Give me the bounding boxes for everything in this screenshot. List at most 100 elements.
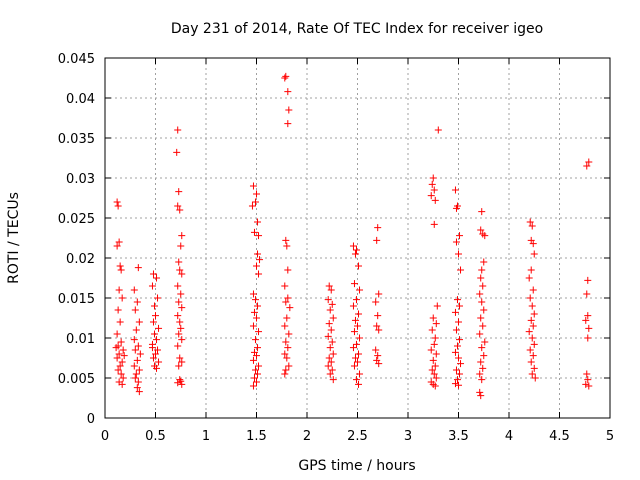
data-point xyxy=(119,374,127,382)
data-point xyxy=(117,266,125,274)
x-axis-label: GPS time / hours xyxy=(298,458,415,474)
data-point xyxy=(526,346,534,354)
data-point xyxy=(525,274,533,282)
data-point xyxy=(430,370,438,378)
data-point xyxy=(249,290,257,298)
data-point xyxy=(354,358,361,366)
data-point xyxy=(478,266,486,274)
data-point xyxy=(148,282,156,290)
x-tick-label: 0 xyxy=(101,429,109,444)
data-point xyxy=(457,360,465,368)
data-point xyxy=(451,308,459,316)
data-point xyxy=(431,334,439,342)
data-point xyxy=(117,338,125,346)
data-point xyxy=(350,280,358,288)
data-point xyxy=(175,258,183,266)
data-point xyxy=(478,298,486,306)
data-point xyxy=(476,370,484,378)
data-point xyxy=(175,330,183,338)
data-point xyxy=(134,378,142,386)
data-point xyxy=(149,318,157,326)
data-point xyxy=(133,384,141,392)
data-point xyxy=(283,354,291,362)
data-point xyxy=(351,354,359,362)
data-point xyxy=(113,198,121,206)
data-point xyxy=(428,366,436,374)
data-point xyxy=(155,324,163,332)
data-point xyxy=(329,314,337,322)
data-point xyxy=(429,174,437,182)
data-point xyxy=(428,326,436,334)
data-point xyxy=(582,380,590,388)
data-point xyxy=(153,364,161,372)
data-point xyxy=(530,364,538,372)
x-tick-label: 4.5 xyxy=(549,429,570,444)
data-point xyxy=(373,322,381,330)
data-point xyxy=(324,362,332,370)
data-point xyxy=(451,348,459,356)
data-point xyxy=(250,228,258,236)
data-point xyxy=(350,362,358,370)
data-point xyxy=(118,358,126,366)
data-point xyxy=(429,314,437,322)
data-point xyxy=(150,330,158,338)
data-point xyxy=(177,242,185,250)
data-point xyxy=(136,350,144,358)
data-point xyxy=(130,286,138,294)
x-tick-label: 1 xyxy=(202,429,210,444)
data-point xyxy=(115,238,123,246)
data-point xyxy=(250,374,258,382)
data-point xyxy=(176,206,184,214)
data-point xyxy=(284,344,292,352)
x-tick-label: 3 xyxy=(404,429,412,444)
data-point xyxy=(284,120,292,128)
data-point xyxy=(324,332,332,340)
data-point xyxy=(135,318,143,326)
data-point xyxy=(456,232,464,240)
data-point xyxy=(356,334,364,342)
data-point xyxy=(372,298,380,306)
data-point xyxy=(528,222,536,230)
data-point xyxy=(130,336,138,344)
data-point xyxy=(430,340,438,348)
data-point xyxy=(479,322,487,330)
data-point xyxy=(481,232,489,240)
data-point xyxy=(282,72,290,80)
data-point xyxy=(476,290,484,298)
data-point xyxy=(480,352,488,360)
data-point xyxy=(355,350,363,358)
data-point xyxy=(325,320,333,328)
data-point xyxy=(584,276,592,284)
data-point xyxy=(478,376,486,384)
data-point xyxy=(281,370,289,378)
data-point xyxy=(453,296,461,304)
data-point xyxy=(477,392,485,400)
data-point xyxy=(281,322,289,330)
y-tick-label: 0.035 xyxy=(58,132,95,147)
data-point xyxy=(281,74,289,82)
data-point xyxy=(284,266,292,274)
x-tick-label: 0.5 xyxy=(145,429,166,444)
data-point xyxy=(281,282,289,290)
data-point xyxy=(176,354,184,362)
data-point xyxy=(254,370,262,378)
data-point xyxy=(476,330,484,338)
data-point xyxy=(527,358,535,366)
data-point xyxy=(455,354,462,362)
y-tick-label: 0.005 xyxy=(58,372,95,387)
data-point xyxy=(114,366,122,374)
data-point xyxy=(177,377,185,385)
data-point xyxy=(479,364,487,372)
data-point xyxy=(354,322,361,330)
data-point xyxy=(248,202,256,210)
data-point xyxy=(481,338,489,346)
data-point xyxy=(526,294,534,302)
x-tick-label: 3.5 xyxy=(448,429,469,444)
data-point xyxy=(130,362,138,370)
y-tick-label: 0 xyxy=(87,412,95,427)
data-point xyxy=(176,376,184,384)
data-point xyxy=(251,336,259,344)
data-point xyxy=(131,306,139,314)
data-point xyxy=(254,250,262,258)
data-point xyxy=(455,381,462,389)
